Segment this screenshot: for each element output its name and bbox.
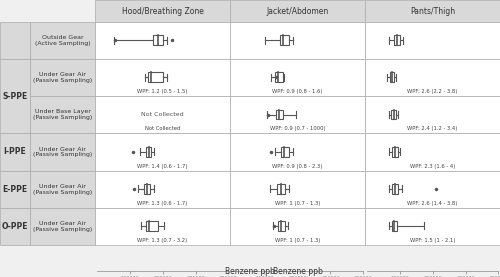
FancyBboxPatch shape (0, 171, 30, 208)
Bar (276, 110, 283, 119)
Text: WPF: 1.3 (0.7 - 3.2): WPF: 1.3 (0.7 - 3.2) (138, 238, 188, 243)
FancyBboxPatch shape (230, 96, 365, 134)
Text: WPF: 2.4 (1.2 - 3.4): WPF: 2.4 (1.2 - 3.4) (408, 127, 458, 132)
Bar (281, 147, 289, 157)
FancyBboxPatch shape (30, 208, 95, 245)
Bar (153, 35, 162, 45)
Text: Under Gear Air
(Passive Sampling): Under Gear Air (Passive Sampling) (33, 221, 92, 232)
Bar (146, 221, 158, 231)
FancyBboxPatch shape (0, 22, 30, 59)
Text: WPF: 0.9 (0.7 - 1000): WPF: 0.9 (0.7 - 1000) (270, 127, 326, 132)
Text: Outside Gear
(Active Sampling): Outside Gear (Active Sampling) (34, 35, 90, 46)
FancyBboxPatch shape (0, 134, 30, 171)
Text: WPF: 2.6 (1.4 - 3.8): WPF: 2.6 (1.4 - 3.8) (408, 201, 458, 206)
FancyBboxPatch shape (0, 208, 30, 245)
Text: WPF: 0.9 (0.8 - 1.6): WPF: 0.9 (0.8 - 1.6) (272, 89, 323, 94)
FancyBboxPatch shape (30, 59, 95, 96)
Text: Under Base Layer
(Passive Sampling): Under Base Layer (Passive Sampling) (33, 109, 92, 120)
Bar (390, 73, 394, 82)
FancyBboxPatch shape (230, 0, 365, 22)
Text: Under Gear Air
(Passive Sampling): Under Gear Air (Passive Sampling) (33, 72, 92, 83)
FancyBboxPatch shape (95, 171, 230, 208)
FancyBboxPatch shape (95, 208, 230, 245)
FancyBboxPatch shape (30, 171, 95, 208)
Text: Not Collected: Not Collected (145, 127, 180, 132)
Text: S-PPE: S-PPE (2, 92, 28, 101)
Text: Not Collected: Not Collected (141, 112, 184, 117)
Bar (392, 221, 397, 231)
Text: WPF: 2.3 (1.6 - 4): WPF: 2.3 (1.6 - 4) (410, 164, 455, 169)
FancyBboxPatch shape (230, 59, 365, 96)
FancyBboxPatch shape (30, 96, 95, 134)
FancyBboxPatch shape (365, 171, 500, 208)
Text: Pants/Thigh: Pants/Thigh (410, 7, 455, 16)
FancyBboxPatch shape (230, 171, 365, 208)
Bar (391, 110, 396, 119)
FancyBboxPatch shape (365, 22, 500, 59)
Text: WPF: 1.2 (0.5 - 1.5): WPF: 1.2 (0.5 - 1.5) (137, 89, 188, 94)
Bar (278, 184, 285, 194)
Text: WPF: 1.5 (1 - 2.1): WPF: 1.5 (1 - 2.1) (410, 238, 455, 243)
FancyBboxPatch shape (230, 134, 365, 171)
FancyBboxPatch shape (365, 96, 500, 134)
Bar (144, 184, 150, 194)
FancyBboxPatch shape (30, 22, 95, 59)
Text: O-PPE: O-PPE (2, 222, 28, 231)
Text: Under Gear Air
(Passive Sampling): Under Gear Air (Passive Sampling) (33, 184, 92, 194)
Text: Hood/Breathing Zone: Hood/Breathing Zone (122, 7, 204, 16)
Bar (394, 35, 400, 45)
Bar (148, 73, 162, 82)
FancyBboxPatch shape (95, 96, 230, 134)
Text: I-PPE: I-PPE (4, 147, 26, 157)
FancyBboxPatch shape (230, 22, 365, 59)
Text: Under Gear Air
(Passive Sampling): Under Gear Air (Passive Sampling) (33, 147, 92, 157)
FancyBboxPatch shape (95, 0, 230, 22)
FancyBboxPatch shape (30, 134, 95, 171)
FancyBboxPatch shape (95, 134, 230, 171)
Bar (278, 221, 285, 231)
FancyBboxPatch shape (95, 59, 230, 96)
Text: WPF: 1.3 (0.6 - 1.7): WPF: 1.3 (0.6 - 1.7) (138, 201, 188, 206)
FancyBboxPatch shape (365, 208, 500, 245)
Bar (392, 147, 398, 157)
FancyBboxPatch shape (95, 22, 230, 59)
Bar (392, 184, 398, 194)
FancyBboxPatch shape (365, 59, 500, 96)
Bar (280, 35, 289, 45)
Text: Jacket/Abdomen: Jacket/Abdomen (266, 7, 328, 16)
FancyBboxPatch shape (365, 0, 500, 22)
Text: WPF: 2.6 (2.2 - 3.8): WPF: 2.6 (2.2 - 3.8) (408, 89, 458, 94)
Text: Benzene ppb: Benzene ppb (272, 267, 322, 276)
FancyBboxPatch shape (230, 208, 365, 245)
Bar (146, 147, 151, 157)
Bar (274, 73, 283, 82)
Text: WPF: 1 (0.7 - 1.3): WPF: 1 (0.7 - 1.3) (275, 201, 320, 206)
Text: Benzene ppb: Benzene ppb (225, 267, 275, 276)
Text: WPF: 0.9 (0.8 - 2.3): WPF: 0.9 (0.8 - 2.3) (272, 164, 322, 169)
FancyBboxPatch shape (0, 59, 30, 134)
FancyBboxPatch shape (365, 134, 500, 171)
Text: WPF: 1.4 (0.6 - 1.7): WPF: 1.4 (0.6 - 1.7) (137, 164, 188, 169)
Text: WPF: 1 (0.7 - 1.3): WPF: 1 (0.7 - 1.3) (275, 238, 320, 243)
Text: E-PPE: E-PPE (2, 184, 28, 194)
